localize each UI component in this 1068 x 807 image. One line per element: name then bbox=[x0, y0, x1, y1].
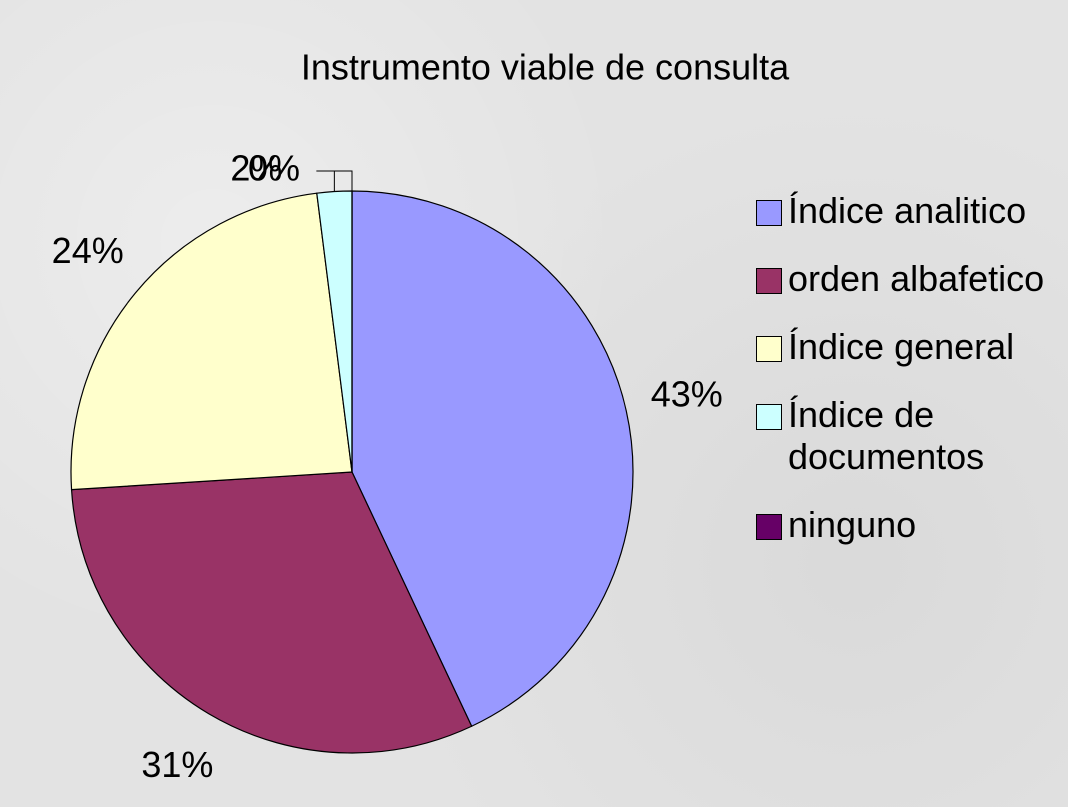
legend-swatch bbox=[756, 404, 782, 430]
data-label: 43% bbox=[651, 374, 723, 415]
legend-item: Índice de documentos bbox=[756, 394, 1056, 478]
pie-slice bbox=[351, 190, 634, 728]
legend-label: orden albafetico bbox=[788, 258, 1045, 299]
legend-item: orden albafetico bbox=[756, 258, 1056, 300]
pie-slice bbox=[70, 192, 353, 491]
legend-swatch bbox=[756, 200, 782, 226]
legend-swatch bbox=[756, 336, 782, 362]
leader-line bbox=[334, 170, 353, 191]
chart-title: Instrumento viable de consulta bbox=[301, 47, 790, 88]
legend-label: Índice general bbox=[788, 326, 1015, 367]
legend-label: ninguno bbox=[788, 504, 917, 545]
legend-item: Índice general bbox=[756, 326, 1056, 368]
data-label: 24% bbox=[52, 230, 124, 271]
legend-swatch bbox=[756, 268, 782, 294]
data-label: 0% bbox=[248, 148, 300, 189]
legend-label: Índice analitico bbox=[788, 190, 1027, 231]
leader-line bbox=[316, 170, 335, 192]
legend-item: Índice analitico bbox=[756, 190, 1056, 232]
data-label: 31% bbox=[141, 744, 213, 785]
legend-item: ninguno bbox=[756, 504, 1056, 546]
data-label: 2% bbox=[230, 148, 282, 189]
pie-slice bbox=[70, 471, 473, 754]
legend-swatch bbox=[756, 514, 782, 540]
legend: Índice analitico orden albafetico Índice g… bbox=[756, 190, 1056, 572]
legend-label: Índice de documentos bbox=[788, 394, 985, 477]
